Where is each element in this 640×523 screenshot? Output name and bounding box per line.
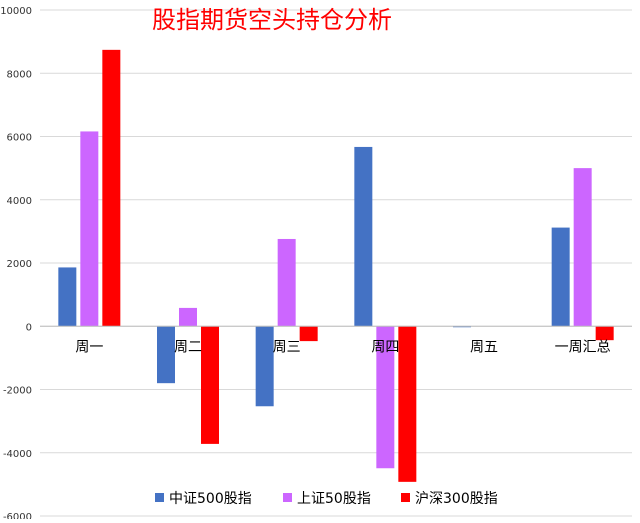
y-tick-label: -2000 — [3, 386, 32, 397]
legend-label: 沪深300股指 — [415, 491, 498, 507]
legend: 中证500股指 上证50股指 沪深300股指 — [155, 491, 498, 507]
legend-label: 上证50股指 — [297, 491, 371, 507]
bar — [201, 326, 219, 444]
x-tick-label: 周一 — [75, 339, 103, 355]
y-tick-label: 0 — [26, 322, 32, 333]
chart-title: 股指期货空头持仓分析 — [152, 6, 392, 34]
x-tick-label: 周三 — [273, 339, 301, 355]
bar — [277, 238, 296, 327]
legend-swatch — [155, 493, 164, 502]
x-tick-label: 一周汇总 — [555, 339, 611, 355]
y-tick-label: 6000 — [7, 133, 32, 144]
bar — [58, 267, 77, 327]
legend-label: 中证500股指 — [169, 491, 252, 507]
y-tick-label: -4000 — [3, 449, 32, 460]
y-tick-label: 2000 — [7, 259, 32, 270]
x-tick-label: 周五 — [470, 339, 498, 355]
bar — [255, 326, 274, 407]
bar — [179, 307, 197, 327]
bar — [157, 326, 175, 384]
bar — [551, 227, 570, 327]
y-tick-label: 8000 — [7, 69, 32, 80]
x-tick-label: 周二 — [174, 339, 202, 355]
y-tick-label: -6000 — [3, 512, 32, 519]
y-axis-ticks: -6000 -4000 -2000 0 2000 4000 6000 8000 10000 — [0, 6, 32, 523]
bar — [595, 326, 614, 341]
bar — [299, 326, 318, 342]
y-tick-label: 4000 — [7, 196, 32, 207]
bar — [102, 49, 121, 327]
bars — [58, 49, 614, 482]
bar — [398, 326, 417, 482]
legend-swatch — [283, 493, 292, 502]
bar — [573, 168, 592, 327]
x-tick-label: 周四 — [371, 339, 399, 355]
x-axis-labels: 周一 周二 周三 周四 周五 一周汇总 — [75, 339, 610, 355]
bar — [80, 131, 99, 327]
y-tick-label: 10000 — [0, 6, 32, 17]
bar — [354, 146, 373, 327]
legend-swatch — [401, 493, 410, 502]
bar — [376, 326, 395, 469]
